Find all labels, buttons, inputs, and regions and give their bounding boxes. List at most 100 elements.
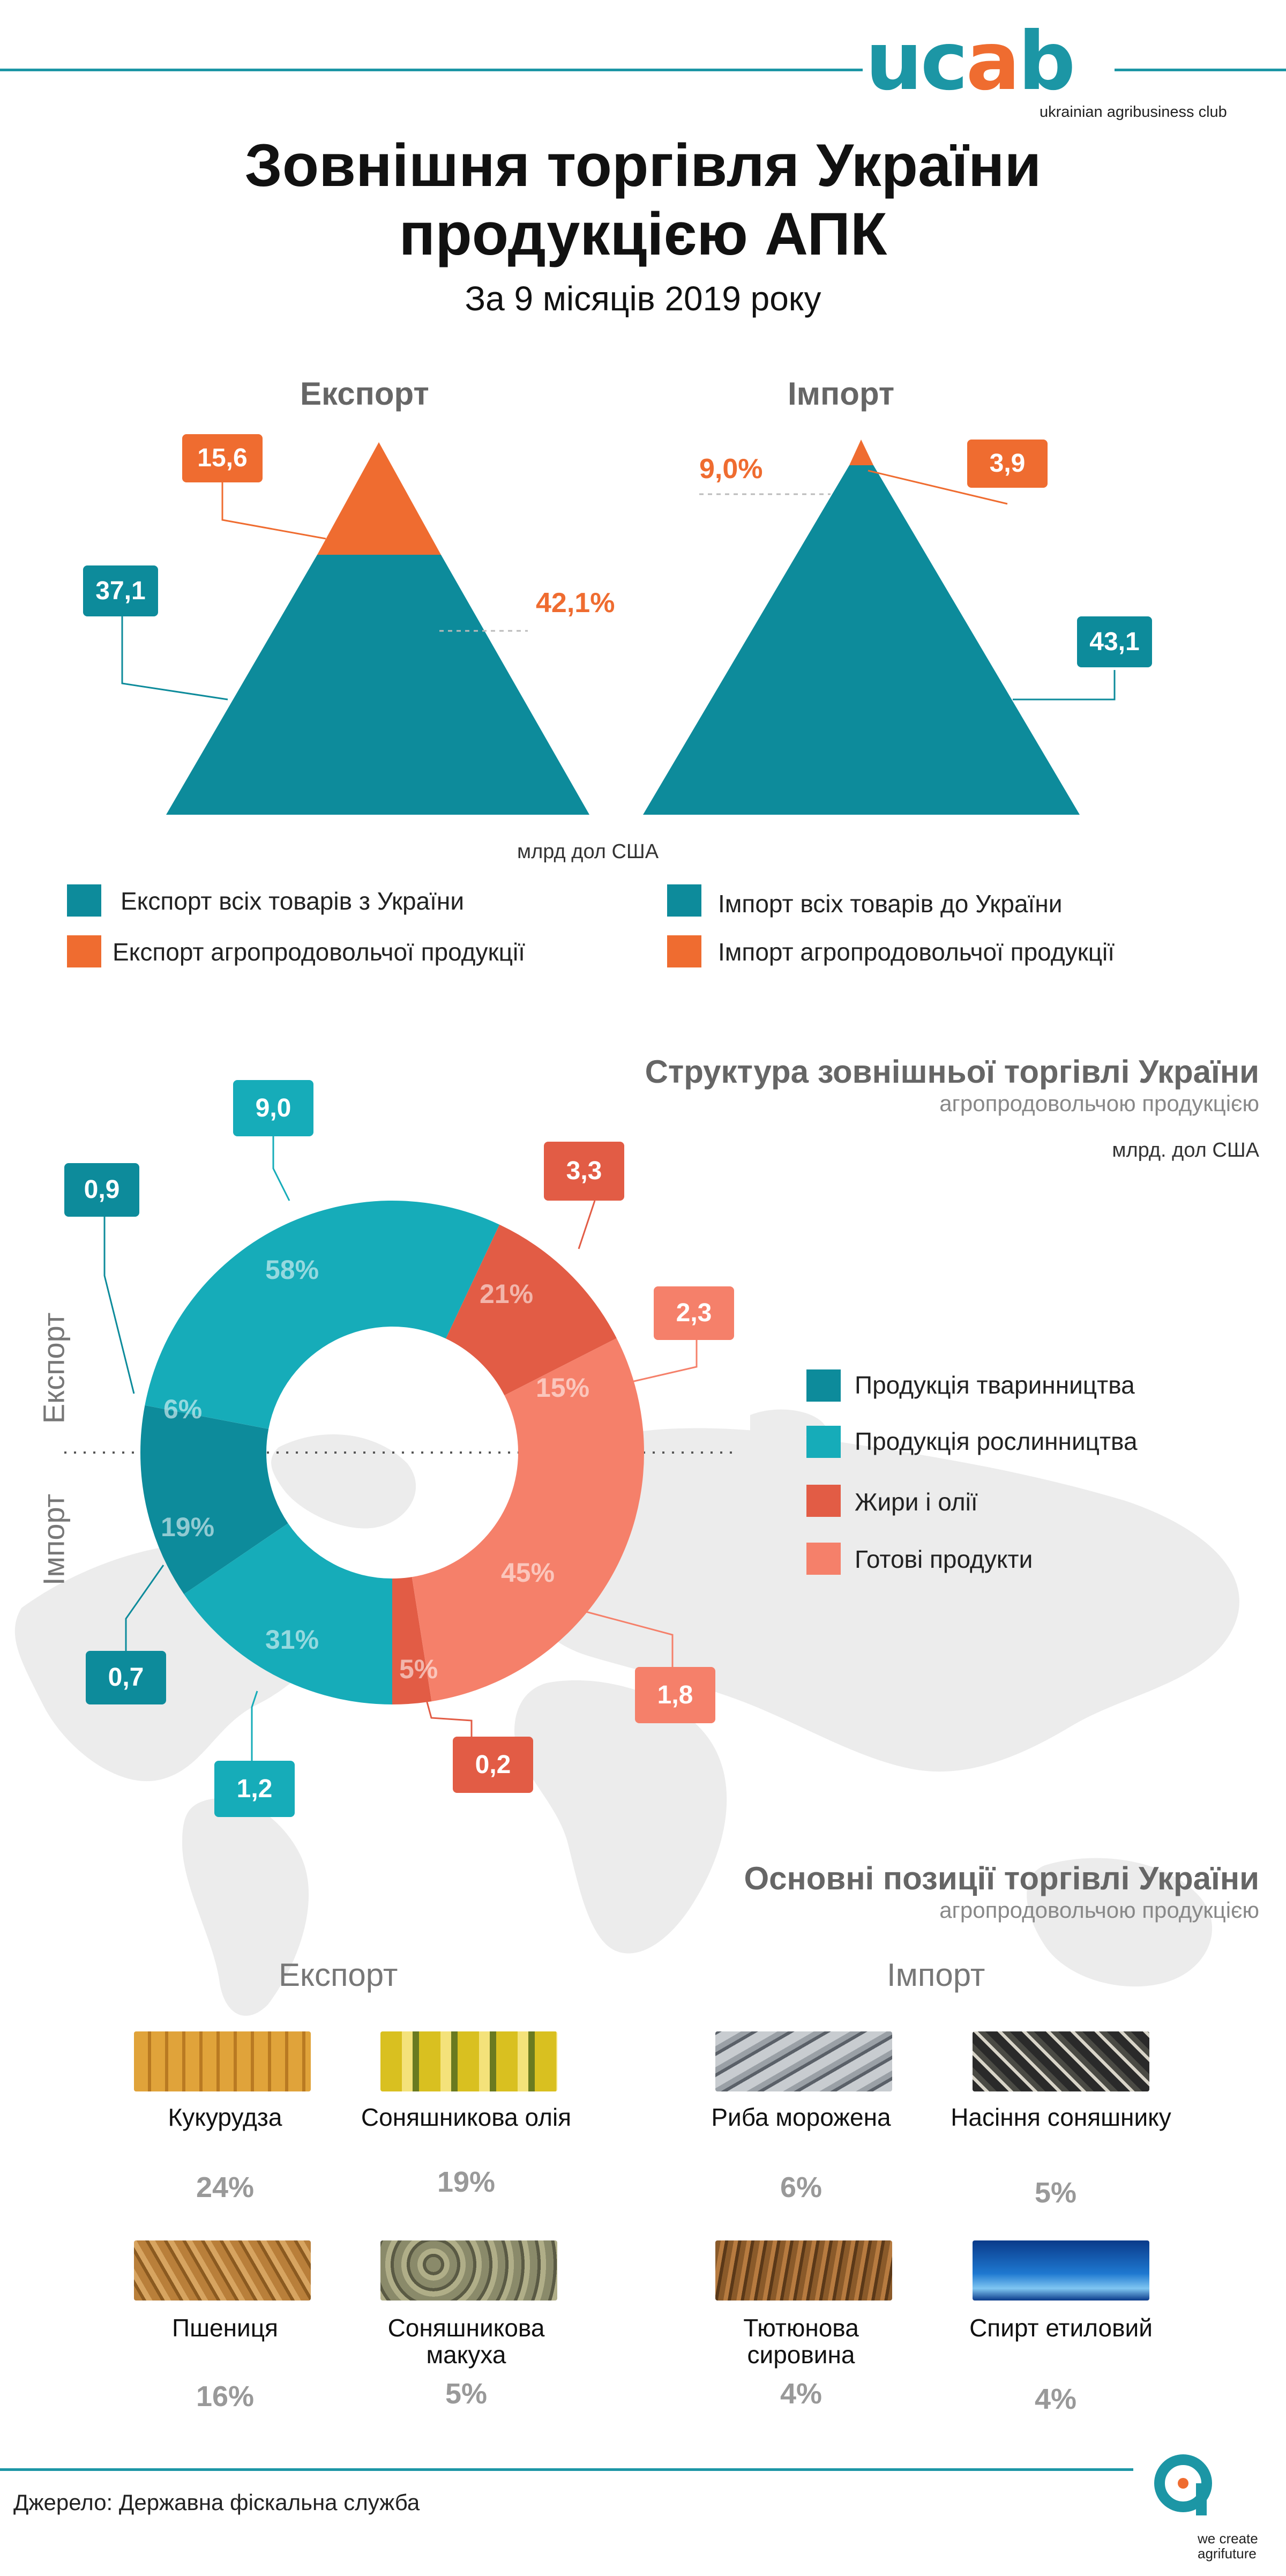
- legend-import-agro-label: Імпорт агропродовольчої продукції: [718, 938, 1115, 966]
- export-item-2-pct: 16%: [196, 2380, 255, 2413]
- import-total-bar: [643, 465, 1080, 815]
- donut-export-badge-2: 3,3: [544, 1142, 624, 1201]
- sunflower-seeds-image: [973, 2031, 1149, 2091]
- structure-legend-swatch-2: [806, 1485, 841, 1517]
- structure-legend-swatch-0: [806, 1369, 841, 1402]
- leader-export-3: [626, 1340, 698, 1384]
- export-item-0-pct: 24%: [196, 2171, 255, 2203]
- header-line-right: [1115, 69, 1286, 71]
- sunflower-oil-image: [380, 2031, 557, 2091]
- donut-import-badge-0: 0,7: [86, 1651, 166, 1704]
- structure-legend-swatch-3: [806, 1543, 841, 1575]
- legend-import-all-swatch: [667, 884, 701, 917]
- donut-export-segment-1: [145, 1201, 500, 1429]
- corn-image: [134, 2031, 311, 2091]
- positions-subtitle: агропродовольчою продукцією: [939, 1897, 1259, 1923]
- legend-import-all-label: Імпорт всіх товарів до України: [718, 890, 1063, 918]
- frozen-fish-image: [715, 2031, 892, 2091]
- ucab-logo: ucab: [865, 15, 1075, 108]
- import-item-0-pct: 6%: [780, 2171, 823, 2203]
- source-note: Джерело: Державна фіскальна служба: [13, 2490, 420, 2515]
- wheat-image: [134, 2240, 311, 2300]
- export-item-0-name: Кукурудза: [168, 2103, 282, 2131]
- import-agro-leader: [868, 470, 1008, 505]
- structure-legend-label-3: Готові продукти: [855, 1545, 1033, 1573]
- donut-export-pct-0: 6%: [163, 1394, 203, 1424]
- structure-legend-label-0: Продукція тваринництва: [855, 1371, 1135, 1399]
- import-heading: Імпорт: [788, 376, 895, 412]
- positions-import-head: Імпорт: [887, 1957, 985, 1993]
- donut-export-segment-3: [504, 1338, 644, 1453]
- export-item-1-pct: 19%: [437, 2166, 496, 2198]
- donut-chart-svg: [64, 1136, 734, 1761]
- import-total-leader: [1013, 670, 1116, 701]
- footer-logo-icon: [1154, 2454, 1212, 2515]
- donut-import-badge-2: 0,2: [453, 1737, 533, 1793]
- export-item-1-name: Соняшникова олія: [361, 2103, 572, 2131]
- export-agro-leader: [221, 482, 326, 540]
- export-heading: Експорт: [300, 376, 429, 412]
- leader-export-0: [103, 1217, 135, 1394]
- donut-export-pct-1: 58%: [265, 1255, 319, 1285]
- leader-import-2: [422, 1688, 473, 1737]
- leader-export-1: [272, 1136, 290, 1201]
- legend-export-agro-swatch: [67, 935, 101, 967]
- import-item-3-name: Спирт етиловий: [969, 2314, 1153, 2342]
- header-line-left: [0, 69, 863, 71]
- sunflower-cake-image: [380, 2240, 557, 2300]
- footer-line: [0, 2468, 1133, 2471]
- donut-export-segment-0: [140, 1405, 269, 1453]
- export-agro-badge: 15,6: [182, 434, 263, 482]
- donut-import-badge-1: 1,2: [214, 1761, 295, 1817]
- import-agro-badge: 3,9: [967, 440, 1048, 488]
- ethyl-alcohol-image: [973, 2240, 1149, 2300]
- donut-import-segment-2: [392, 1577, 432, 1704]
- structure-title: Структура зовнішньої торгівлі України: [645, 1054, 1259, 1090]
- pyramids-svg: [121, 440, 1116, 815]
- structure-legend-label-1: Продукція рослинництва: [855, 1427, 1138, 1455]
- legend-export-all-label: Експорт всіх товарів з України: [121, 887, 465, 915]
- donut-export-pct-2: 21%: [480, 1279, 534, 1309]
- page-title: Зовнішня торгівля України продукцією АПК: [244, 132, 1042, 267]
- export-total-badge: 37,1: [83, 565, 158, 616]
- export-item-2-name: Пшениця: [172, 2314, 278, 2342]
- donut-export-badge-1: 9,0: [233, 1080, 313, 1136]
- import-item-1-pct: 5%: [1034, 2177, 1077, 2209]
- export-total-bar: [166, 555, 589, 815]
- legend-export-all-swatch: [67, 884, 101, 917]
- donut-import-badge-3: 1,8: [635, 1667, 715, 1723]
- donut-import-segment-1: [184, 1523, 392, 1704]
- donut-import-segment-3: [412, 1453, 644, 1702]
- structure-legend-label-2: Жири і олії: [855, 1488, 978, 1516]
- export-item-3-pct: 5%: [445, 2378, 488, 2410]
- donut-export-pct-3: 15%: [536, 1373, 590, 1403]
- donut-export-segment-2: [446, 1224, 617, 1396]
- import-agro-bar: [849, 440, 873, 465]
- import-item-0-name: Риба морожена: [711, 2103, 891, 2131]
- donut-import-pct-2: 5%: [399, 1654, 438, 1684]
- footer-tagline: we create agrifuture: [1198, 2530, 1258, 2562]
- logo-tagline: ukrainian agribusiness club: [1040, 103, 1227, 121]
- structure-subtitle: агропродовольчою продукцією: [939, 1091, 1259, 1116]
- leader-export-2: [578, 1200, 596, 1249]
- export-total-leader: [121, 616, 228, 701]
- positions-export-head: Експорт: [279, 1957, 398, 1993]
- import-item-2-pct: 4%: [780, 2378, 823, 2410]
- import-share-label: 9,0%: [699, 453, 763, 485]
- donut-export-badge-3: 2,3: [654, 1286, 734, 1340]
- donut-import-pct-3: 45%: [501, 1558, 555, 1588]
- donut-export-badge-0: 0,9: [64, 1163, 139, 1217]
- leader-import-3: [551, 1602, 674, 1667]
- leader-import-0: [125, 1565, 165, 1651]
- legend-export-agro-label: Експорт агропродовольчої продукції: [113, 938, 525, 966]
- donut-import-pct-0: 19%: [161, 1512, 215, 1542]
- import-total-badge: 43,1: [1077, 616, 1152, 667]
- import-item-2-name: Тютюнова сировина: [743, 2314, 859, 2369]
- page-subtitle: За 9 місяців 2019 року: [465, 279, 821, 318]
- import-item-1-name: Насіння соняшнику: [951, 2103, 1171, 2131]
- donut-import-pct-1: 31%: [265, 1625, 319, 1655]
- import-item-3-pct: 4%: [1034, 2383, 1077, 2415]
- structure-legend-swatch-1: [806, 1426, 841, 1458]
- tobacco-image: [715, 2240, 892, 2300]
- structure-unit: млрд. дол США: [1112, 1139, 1259, 1162]
